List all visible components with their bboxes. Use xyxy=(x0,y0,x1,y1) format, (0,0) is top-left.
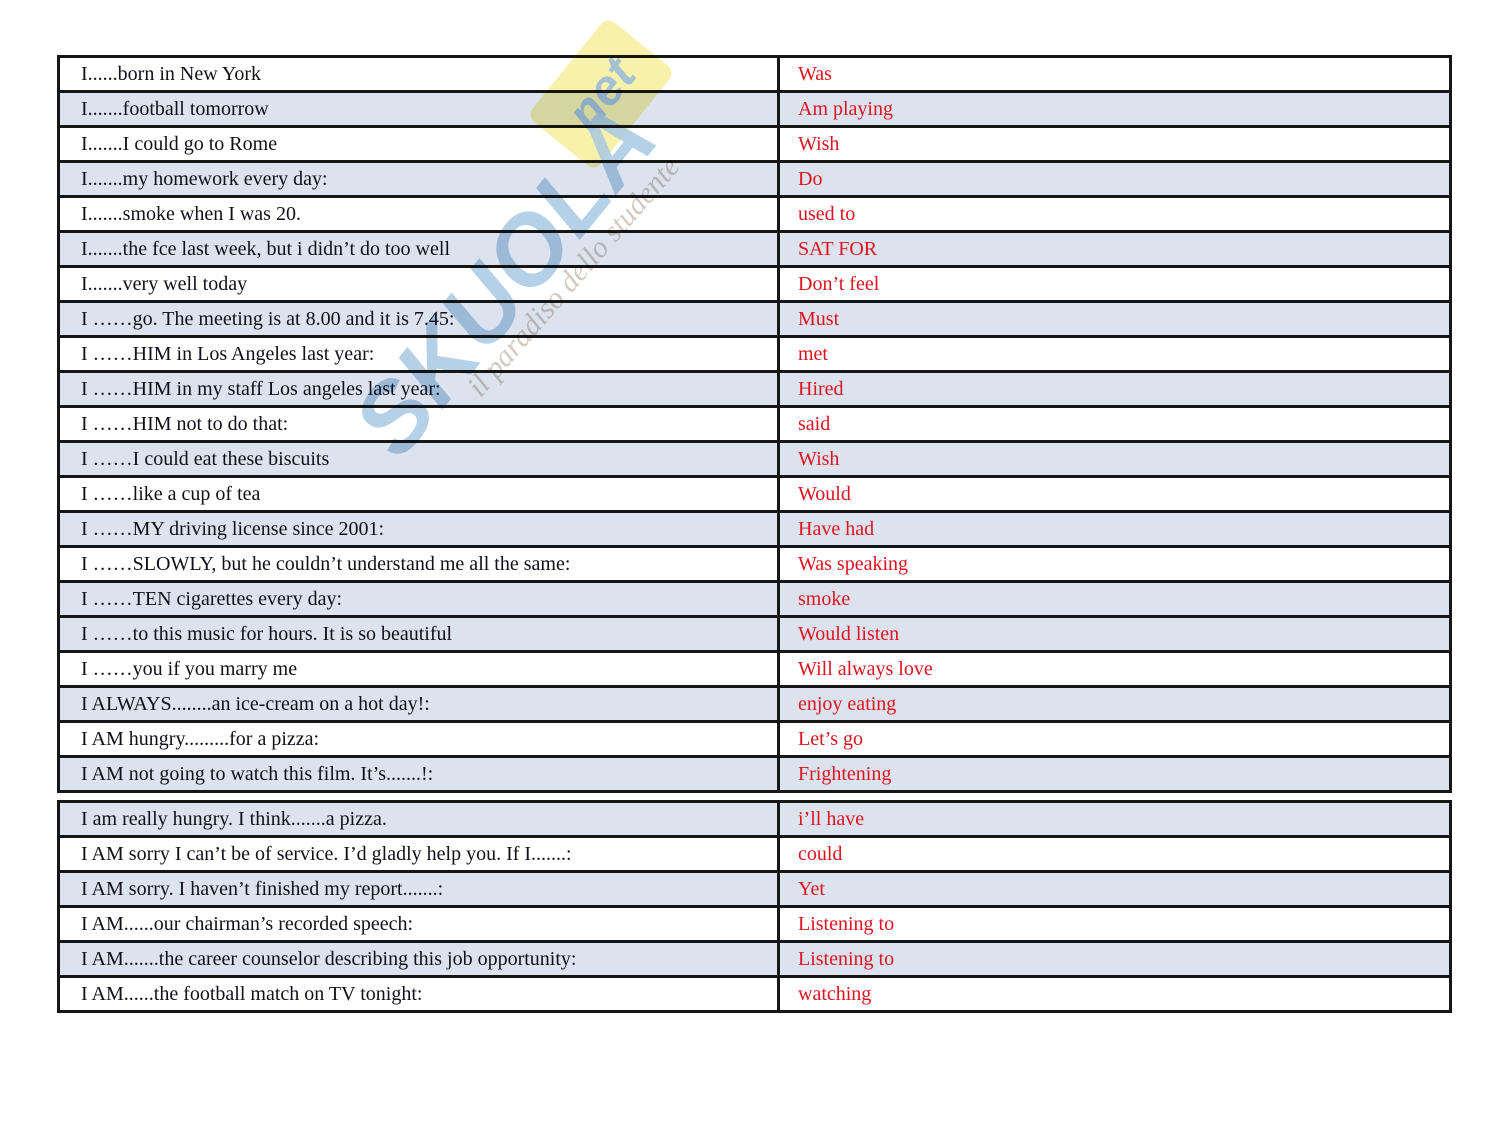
prompt-cell: I ALWAYS........an ice-cream on a hot da… xyxy=(57,685,780,723)
table-row: I......born in New York Was xyxy=(57,55,1452,93)
prompt-cell: I AM sorry. I haven’t finished my report… xyxy=(57,870,780,908)
table-row: I AM sorry I can’t be of service. I’d gl… xyxy=(57,835,1452,873)
answer-cell: Yet xyxy=(777,870,1452,908)
answer-cell: said xyxy=(777,405,1452,443)
table-row: I.......my homework every day: Do xyxy=(57,160,1452,198)
answer-cell: Do xyxy=(777,160,1452,198)
prompt-cell: I AM hungry.........for a pizza: xyxy=(57,720,780,758)
table-row: I ……TEN cigarettes every day: smoke xyxy=(57,580,1452,618)
prompt-cell: I ……SLOWLY, but he couldn’t understand m… xyxy=(57,545,780,583)
answer-cell: Let’s go xyxy=(777,720,1452,758)
prompt-cell: I ……MY driving license since 2001: xyxy=(57,510,780,548)
answer-cell: Listening to xyxy=(777,940,1452,978)
prompt-cell: I.......smoke when I was 20. xyxy=(57,195,780,233)
answer-cell: Listening to xyxy=(777,905,1452,943)
table-row: I ……like a cup of tea Would xyxy=(57,475,1452,513)
prompt-cell: I.......very well today xyxy=(57,265,780,303)
answer-cell: smoke xyxy=(777,580,1452,618)
answer-cell: enjoy eating xyxy=(777,685,1452,723)
prompt-cell: I AM not going to watch this film. It’s.… xyxy=(57,755,780,793)
table-row: I.......smoke when I was 20. used to xyxy=(57,195,1452,233)
exercise-tables: I......born in New York Was I.......foot… xyxy=(57,55,1452,1013)
table-row: I ……to this music for hours. It is so be… xyxy=(57,615,1452,653)
answer-cell: Would xyxy=(777,475,1452,513)
table-row: I.......football tomorrow Am playing xyxy=(57,90,1452,128)
prompt-cell: I ……TEN cigarettes every day: xyxy=(57,580,780,618)
prompt-cell: I am really hungry. I think.......a pizz… xyxy=(57,800,780,838)
table-row: I AM sorry. I haven’t finished my report… xyxy=(57,870,1452,908)
answer-cell: Would listen xyxy=(777,615,1452,653)
prompt-cell: I AM.......the career counselor describi… xyxy=(57,940,780,978)
prompt-cell: I ……HIM not to do that: xyxy=(57,405,780,443)
answer-cell: Frightening xyxy=(777,755,1452,793)
table-row: I ……I could eat these biscuits Wish xyxy=(57,440,1452,478)
prompt-cell: I......born in New York xyxy=(57,55,780,93)
answer-cell: Don’t feel xyxy=(777,265,1452,303)
prompt-cell: I ……HIM in my staff Los angeles last yea… xyxy=(57,370,780,408)
table-row: I.......I could go to Rome Wish xyxy=(57,125,1452,163)
table-row: I ……you if you marry me Will always love xyxy=(57,650,1452,688)
answer-cell: Will always love xyxy=(777,650,1452,688)
prompt-cell: I ……go. The meeting is at 8.00 and it is… xyxy=(57,300,780,338)
table-row: I AM......our chairman’s recorded speech… xyxy=(57,905,1452,943)
answer-cell: used to xyxy=(777,195,1452,233)
table-row: I AM hungry.........for a pizza: Let’s g… xyxy=(57,720,1452,758)
answer-cell: SAT FOR xyxy=(777,230,1452,268)
table-row: I AM.......the career counselor describi… xyxy=(57,940,1452,978)
answer-cell: i’ll have xyxy=(777,800,1452,838)
answer-cell: could xyxy=(777,835,1452,873)
prompt-cell: I ……like a cup of tea xyxy=(57,475,780,513)
prompt-cell: I.......my homework every day: xyxy=(57,160,780,198)
table-row: I AM not going to watch this film. It’s.… xyxy=(57,755,1452,793)
table-row: I am really hungry. I think.......a pizz… xyxy=(57,800,1452,838)
answer-cell: Was speaking xyxy=(777,545,1452,583)
answer-cell: Wish xyxy=(777,440,1452,478)
table-row: I.......the fce last week, but i didn’t … xyxy=(57,230,1452,268)
table-row: I AM......the football match on TV tonig… xyxy=(57,975,1452,1013)
answer-cell: met xyxy=(777,335,1452,373)
prompt-cell: I AM......our chairman’s recorded speech… xyxy=(57,905,780,943)
prompt-cell: I AM sorry I can’t be of service. I’d gl… xyxy=(57,835,780,873)
table-row: I ALWAYS........an ice-cream on a hot da… xyxy=(57,685,1452,723)
prompt-cell: I.......football tomorrow xyxy=(57,90,780,128)
answer-cell: Hired xyxy=(777,370,1452,408)
prompt-cell: I ……HIM in Los Angeles last year: xyxy=(57,335,780,373)
exercise-table-1: I......born in New York Was I.......foot… xyxy=(57,55,1452,793)
prompt-cell: I AM......the football match on TV tonig… xyxy=(57,975,780,1013)
prompt-cell: I ……you if you marry me xyxy=(57,650,780,688)
answer-cell: Was xyxy=(777,55,1452,93)
table-row: I ……HIM not to do that: said xyxy=(57,405,1452,443)
table-row: I.......very well today Don’t feel xyxy=(57,265,1452,303)
answer-cell: watching xyxy=(777,975,1452,1013)
prompt-cell: I.......the fce last week, but i didn’t … xyxy=(57,230,780,268)
answer-cell: Must xyxy=(777,300,1452,338)
answer-cell: Wish xyxy=(777,125,1452,163)
answer-cell: Am playing xyxy=(777,90,1452,128)
table-row: I ……MY driving license since 2001: Have … xyxy=(57,510,1452,548)
table-row: I ……HIM in my staff Los angeles last yea… xyxy=(57,370,1452,408)
prompt-cell: I ……to this music for hours. It is so be… xyxy=(57,615,780,653)
table-row: I ……HIM in Los Angeles last year: met xyxy=(57,335,1452,373)
answer-cell: Have had xyxy=(777,510,1452,548)
exercise-table-2: I am really hungry. I think.......a pizz… xyxy=(57,800,1452,1013)
prompt-cell: I ……I could eat these biscuits xyxy=(57,440,780,478)
table-row: I ……SLOWLY, but he couldn’t understand m… xyxy=(57,545,1452,583)
prompt-cell: I.......I could go to Rome xyxy=(57,125,780,163)
table-row: I ……go. The meeting is at 8.00 and it is… xyxy=(57,300,1452,338)
